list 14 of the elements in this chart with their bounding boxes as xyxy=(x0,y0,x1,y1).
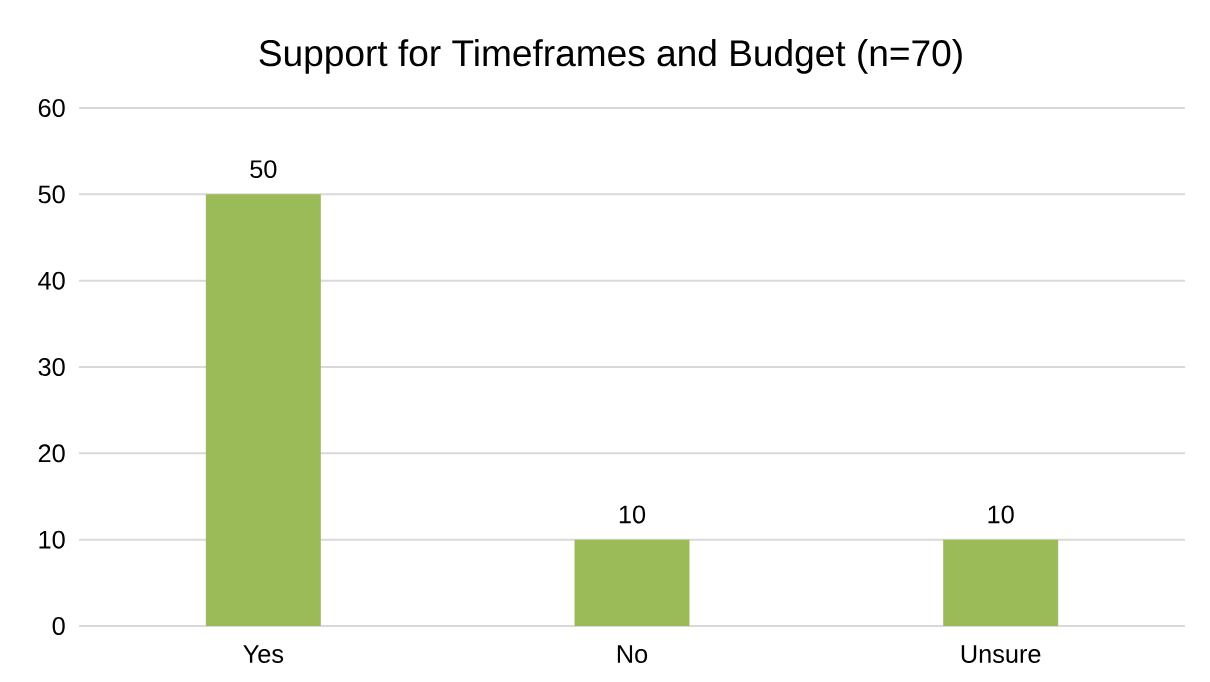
y-tick-label: 30 xyxy=(38,358,65,376)
data-label: 10 xyxy=(988,505,1014,524)
x-tick-label: Unsure xyxy=(961,645,1041,663)
y-tick-label: 10 xyxy=(39,530,65,549)
y-tick-label: 50 xyxy=(38,185,65,204)
chart-title: Support for Timeframes and Budget (n=70) xyxy=(259,39,962,74)
y-tick-label: 20 xyxy=(38,444,65,463)
x-tick-label: Yes xyxy=(243,645,284,663)
data-label: 50 xyxy=(250,160,277,179)
x-tick-label: No xyxy=(617,645,648,663)
y-tick-label: 0 xyxy=(52,617,65,635)
y-tick-label: 40 xyxy=(38,271,65,290)
y-tick-label: 60 xyxy=(38,99,65,117)
data-label: 10 xyxy=(619,505,646,524)
